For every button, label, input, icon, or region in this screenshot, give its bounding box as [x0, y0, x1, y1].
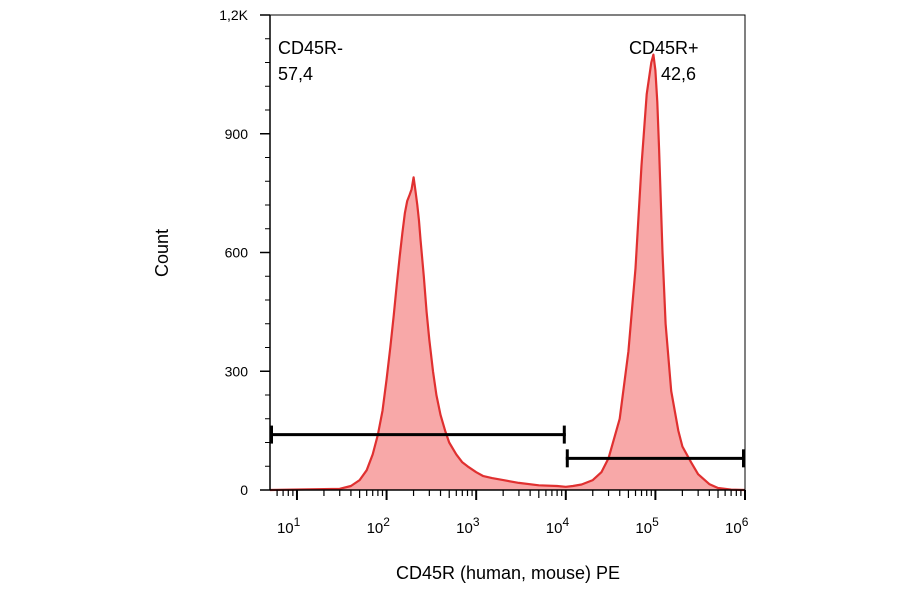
- y-axis-label: Count: [152, 229, 172, 277]
- gate-label-cd45r-pos-percent: 42,6: [661, 64, 696, 84]
- gate-label-cd45r-neg-name: CD45R-: [278, 38, 343, 58]
- x-tick-label: 103: [456, 515, 480, 537]
- plot-frame: [270, 14, 746, 490]
- y-tick-label: 1,2K: [219, 7, 248, 23]
- x-tick-label: 104: [546, 515, 570, 537]
- gate-label-cd45r-pos-name: CD45R+: [629, 38, 699, 58]
- x-tick-label: 106: [725, 515, 749, 537]
- plot-area: [269, 53, 746, 492]
- y-tick-label: 0: [240, 482, 248, 498]
- y-tick-label: 600: [225, 245, 249, 261]
- y-tick-label: 300: [225, 363, 249, 379]
- axes: 0 300 600 900 1,2K 101 102 103 104 105 106: [219, 7, 749, 537]
- gate-label-cd45r-neg-percent: 57,4: [278, 64, 313, 84]
- gate-layer: [270, 425, 745, 468]
- histogram-fill-0: [270, 54, 745, 490]
- x-axis-label: CD45R (human, mouse) PE: [396, 563, 620, 583]
- x-tick-label: 102: [367, 515, 391, 537]
- y-tick-label: 900: [225, 126, 249, 142]
- x-tick-label: 101: [277, 515, 301, 537]
- x-tick-label: 105: [635, 515, 659, 537]
- histogram-line-0: [269, 53, 746, 492]
